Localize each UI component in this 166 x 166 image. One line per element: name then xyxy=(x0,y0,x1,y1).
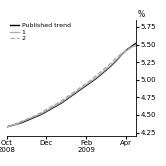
2 xyxy=(85,82,87,84)
Published trend xyxy=(16,123,18,125)
Published trend xyxy=(110,65,112,67)
2 xyxy=(125,49,127,51)
2 xyxy=(105,66,107,68)
1 xyxy=(70,94,72,96)
2 xyxy=(75,89,77,91)
2 xyxy=(31,116,33,118)
2 xyxy=(70,93,72,95)
1 xyxy=(60,101,62,103)
Text: %: % xyxy=(137,10,145,19)
2 xyxy=(6,126,8,128)
2 xyxy=(130,46,132,48)
2 xyxy=(95,75,97,77)
1 xyxy=(85,84,87,86)
2 xyxy=(36,114,38,116)
Published trend xyxy=(21,122,23,124)
Published trend xyxy=(70,95,72,97)
1 xyxy=(135,43,137,45)
1 xyxy=(36,115,38,117)
Line: 1: 1 xyxy=(7,44,136,127)
Published trend xyxy=(45,111,47,113)
2 xyxy=(115,57,117,59)
2 xyxy=(41,111,42,113)
1 xyxy=(90,80,92,82)
Published trend xyxy=(95,77,97,79)
Published trend xyxy=(41,113,42,115)
Published trend xyxy=(100,73,102,75)
2 xyxy=(11,124,13,126)
Published trend xyxy=(36,115,38,117)
1 xyxy=(105,68,107,70)
1 xyxy=(50,107,52,109)
2 xyxy=(120,53,122,55)
1 xyxy=(75,91,77,93)
2 xyxy=(50,106,52,108)
Published trend xyxy=(65,98,67,100)
Published trend xyxy=(75,91,77,93)
Line: Published trend: Published trend xyxy=(7,43,136,127)
Published trend xyxy=(50,108,52,110)
2 xyxy=(45,108,47,110)
1 xyxy=(120,54,122,56)
Published trend xyxy=(90,81,92,83)
2 xyxy=(26,118,28,120)
1 xyxy=(6,126,8,128)
1 xyxy=(95,77,97,79)
Published trend xyxy=(11,124,13,126)
2 xyxy=(135,45,137,47)
Published trend xyxy=(125,49,127,51)
1 xyxy=(65,98,67,100)
2 xyxy=(60,100,62,102)
1 xyxy=(31,117,33,119)
2 xyxy=(110,62,112,64)
Published trend xyxy=(120,54,122,56)
1 xyxy=(41,113,42,115)
1 xyxy=(26,119,28,121)
1 xyxy=(130,46,132,48)
Published trend xyxy=(135,42,137,44)
1 xyxy=(11,124,13,126)
2 xyxy=(65,96,67,98)
1 xyxy=(16,123,18,125)
1 xyxy=(125,50,127,52)
1 xyxy=(100,72,102,74)
1 xyxy=(45,110,47,112)
Line: 2: 2 xyxy=(7,46,136,127)
Published trend xyxy=(26,120,28,122)
2 xyxy=(80,86,82,88)
Published trend xyxy=(130,46,132,48)
Published trend xyxy=(105,69,107,71)
1 xyxy=(80,87,82,89)
Published trend xyxy=(85,84,87,86)
Published trend xyxy=(55,105,57,107)
2 xyxy=(90,79,92,81)
Published trend xyxy=(115,60,117,62)
1 xyxy=(55,104,57,106)
Published trend xyxy=(80,88,82,90)
Published trend xyxy=(31,118,33,120)
Legend: Published trend, 1, 2: Published trend, 1, 2 xyxy=(10,23,71,41)
1 xyxy=(115,59,117,61)
2 xyxy=(55,103,57,105)
1 xyxy=(110,64,112,66)
1 xyxy=(21,121,23,123)
2 xyxy=(16,123,18,124)
2 xyxy=(100,70,102,72)
Published trend xyxy=(60,102,62,104)
Published trend xyxy=(6,126,8,128)
2 xyxy=(21,120,23,122)
